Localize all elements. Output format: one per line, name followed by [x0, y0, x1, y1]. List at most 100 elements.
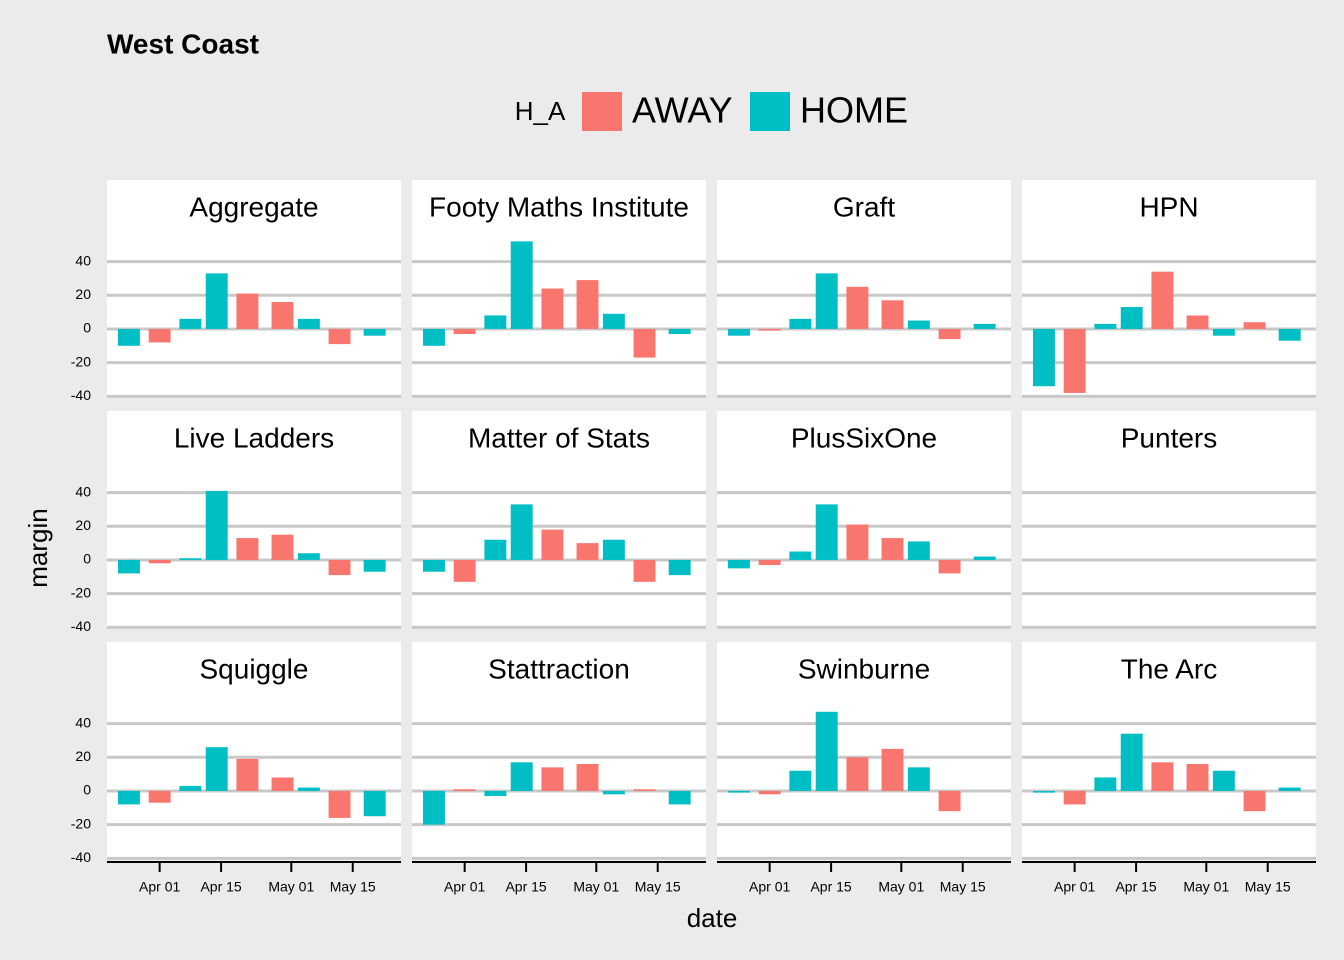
bar — [1212, 328, 1235, 336]
bar — [668, 328, 691, 334]
x-tick-label: Apr 01 — [444, 879, 485, 895]
y-tick-label: 40 — [75, 714, 91, 730]
bar — [789, 770, 812, 791]
bar — [484, 315, 507, 329]
x-axis-label: date — [687, 903, 738, 933]
legend-swatch — [750, 92, 790, 131]
bar — [484, 539, 507, 560]
facet-title: HPN — [1139, 191, 1198, 222]
bar — [846, 757, 869, 791]
bar — [846, 286, 869, 329]
x-tick-label: Apr 15 — [810, 879, 851, 895]
x-tick-label: Apr 01 — [749, 879, 790, 895]
bar — [727, 328, 750, 336]
bar — [117, 790, 140, 805]
y-tick-label: -40 — [71, 387, 91, 403]
bar — [510, 504, 533, 560]
bar — [1243, 322, 1266, 329]
x-tick-label: Apr 01 — [1054, 879, 1095, 895]
bar — [453, 789, 476, 791]
bar — [668, 559, 691, 576]
bar — [1278, 787, 1301, 791]
x-tick-label: Apr 15 — [505, 879, 546, 895]
bar — [881, 748, 904, 791]
facet-title: Stattraction — [488, 653, 630, 684]
bar — [236, 293, 259, 329]
x-tick-label: Apr 15 — [1115, 879, 1156, 895]
bar — [1151, 762, 1174, 791]
y-tick-label: 40 — [75, 252, 91, 268]
bar — [973, 556, 996, 560]
bar — [758, 790, 781, 795]
bar — [1094, 777, 1117, 791]
y-tick-label: -20 — [71, 353, 91, 369]
facet-title: Squiggle — [200, 653, 309, 684]
bar — [363, 559, 386, 572]
facet-title: The Arc — [1121, 653, 1217, 684]
bar — [328, 328, 351, 345]
bar — [938, 328, 961, 340]
bar — [602, 313, 625, 329]
legend-label: AWAY — [632, 90, 733, 131]
y-tick-label: 20 — [75, 286, 91, 302]
x-tick-label: May 15 — [940, 879, 986, 895]
y-tick-label: 20 — [75, 517, 91, 533]
y-tick-label: 0 — [83, 782, 91, 798]
bar — [907, 320, 930, 329]
bar — [727, 559, 750, 569]
bar — [938, 790, 961, 812]
y-tick-label: -40 — [71, 849, 91, 865]
bar — [363, 790, 386, 817]
bar — [1243, 790, 1266, 812]
x-tick-label: May 01 — [573, 879, 619, 895]
bar — [758, 328, 781, 331]
bar — [271, 777, 294, 791]
bar — [205, 490, 228, 560]
y-tick-label: -20 — [71, 584, 91, 600]
bar — [789, 318, 812, 329]
bar — [541, 767, 564, 791]
bar — [541, 529, 564, 560]
bar — [297, 553, 320, 560]
bar — [236, 758, 259, 791]
bar — [1032, 790, 1055, 793]
bar — [179, 785, 202, 791]
bar — [328, 559, 351, 576]
bar — [1063, 328, 1086, 393]
bar — [328, 790, 351, 818]
bar — [484, 790, 507, 796]
bar — [453, 328, 476, 334]
bar — [1186, 764, 1209, 791]
bar — [422, 559, 445, 572]
facet-title: Footy Maths Institute — [429, 191, 689, 222]
bar — [881, 538, 904, 560]
bar — [117, 559, 140, 574]
bar — [422, 790, 445, 825]
facet-title: Punters — [1121, 422, 1218, 453]
y-tick-label: 20 — [75, 748, 91, 764]
y-axis-label: margin — [23, 508, 53, 587]
y-tick-label: -40 — [71, 618, 91, 634]
x-tick-label: May 15 — [635, 879, 681, 895]
bar — [633, 328, 656, 358]
bar — [727, 790, 750, 793]
bar — [148, 328, 171, 343]
bar — [633, 789, 656, 791]
facet-title: Live Ladders — [174, 422, 334, 453]
facet-title: Graft — [833, 191, 895, 222]
bar — [297, 787, 320, 791]
bar — [576, 280, 599, 329]
legend-swatch — [582, 92, 622, 131]
bar — [789, 551, 812, 560]
bar — [297, 318, 320, 329]
x-tick-label: Apr 15 — [200, 879, 241, 895]
facet-title: Matter of Stats — [468, 422, 650, 453]
facet-title: Aggregate — [189, 191, 318, 222]
bar — [271, 534, 294, 560]
x-tick-label: May 01 — [1183, 879, 1229, 895]
bar — [148, 790, 171, 803]
y-tick-label: -20 — [71, 815, 91, 831]
bar — [236, 538, 259, 560]
y-tick-label: 0 — [83, 320, 91, 336]
